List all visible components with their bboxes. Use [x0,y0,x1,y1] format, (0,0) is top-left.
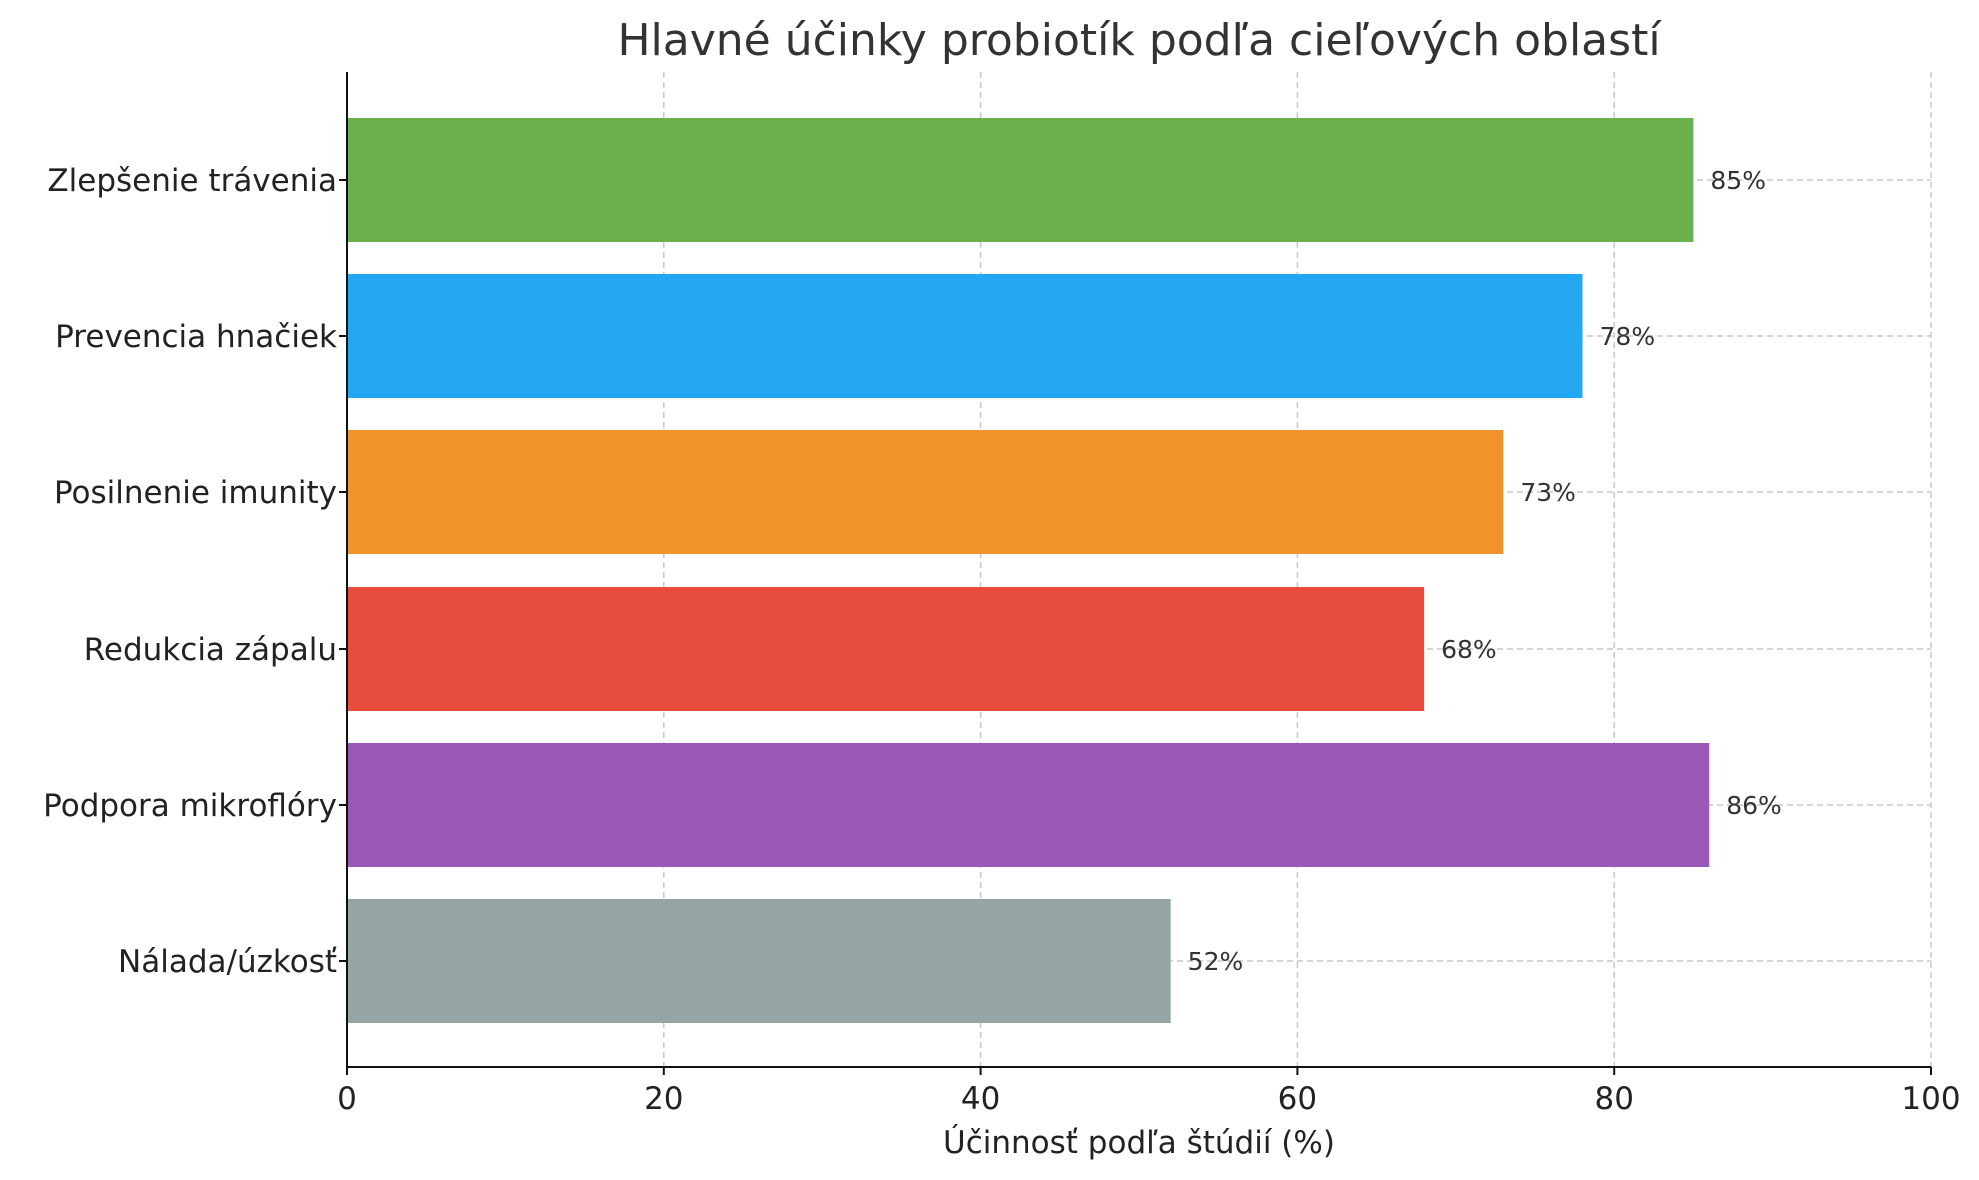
value-label-2: 73% [1520,478,1576,507]
category-label-5: Nálada/úzkosť [118,944,337,980]
category-labels: Zlepšenie trávenia Prevencia hnačiek Posil… [43,163,347,980]
bar-4 [347,743,1710,867]
bar-0 [347,118,1694,242]
value-labels: 85% 78% 73% 68% 86% 52% [1188,166,1782,976]
value-label-5: 52% [1188,947,1244,976]
x-ticks: 0 20 40 60 80 100 [337,1067,1961,1117]
bar-3 [347,587,1425,711]
value-label-4: 86% [1726,791,1782,820]
category-label-0: Zlepšenie trávenia [47,163,337,199]
category-label-1: Prevencia hnačiek [55,319,337,355]
x-axis-label: Účinnosť podľa štúdií (%) [943,1124,1335,1161]
value-label-0: 85% [1710,166,1766,195]
x-tick-label-100: 100 [1901,1081,1960,1117]
category-label-3: Redukcia zápalu [84,632,337,668]
bar-1 [347,274,1583,398]
bar-2 [347,430,1504,554]
value-label-1: 78% [1600,322,1656,351]
x-tick-label-60: 60 [1278,1081,1317,1117]
category-label-2: Posilnenie imunity [54,475,337,511]
category-label-4: Podpora mikroflóry [43,788,337,824]
x-tick-label-20: 20 [644,1081,683,1117]
value-label-3: 68% [1441,635,1497,664]
chart-title: Hlavné účinky probiotík podľa cieľových … [617,15,1662,66]
x-tick-label-40: 40 [961,1081,1000,1117]
axes [346,72,1931,1068]
bar-5 [347,899,1171,1023]
x-tick-label-80: 80 [1594,1081,1633,1117]
x-tick-label-0: 0 [337,1081,357,1117]
bars [347,118,1710,1023]
